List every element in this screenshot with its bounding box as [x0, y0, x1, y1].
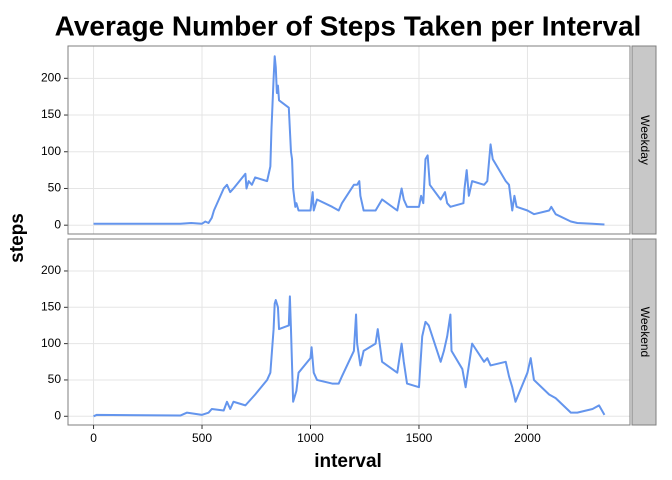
x-axis-label: interval	[314, 451, 382, 472]
chart-title: Average Number of Steps Taken per Interv…	[55, 10, 642, 41]
facet-label: Weekend	[638, 307, 652, 357]
x-tick-label: 2000	[514, 431, 541, 445]
y-tick-label: 200	[41, 70, 61, 84]
facet-strip	[631, 238, 657, 426]
panel-background	[68, 239, 630, 425]
y-tick-label: 100	[41, 144, 61, 158]
y-tick-label: 50	[48, 181, 62, 195]
panel-border	[67, 45, 631, 235]
x-tick-label: 1500	[406, 431, 433, 445]
facet-label: Weekday	[638, 115, 652, 165]
y-tick-label: 150	[41, 299, 61, 313]
panel-border	[67, 238, 631, 426]
facet-strip	[631, 45, 657, 235]
y-tick-label: 100	[41, 336, 61, 350]
y-tick-label: 0	[54, 217, 61, 231]
x-tick-label: 1000	[297, 431, 324, 445]
y-tick-label: 0	[54, 408, 61, 422]
y-tick-label: 200	[41, 263, 61, 277]
data-line	[93, 55, 605, 226]
data-line	[93, 295, 606, 418]
y-tick-label: 150	[41, 107, 61, 121]
y-axis-label: steps	[7, 213, 28, 263]
y-tick-label: 50	[48, 372, 62, 386]
x-tick-label: 0	[90, 431, 97, 445]
panel-background	[68, 46, 630, 234]
x-tick-label: 500	[192, 431, 212, 445]
